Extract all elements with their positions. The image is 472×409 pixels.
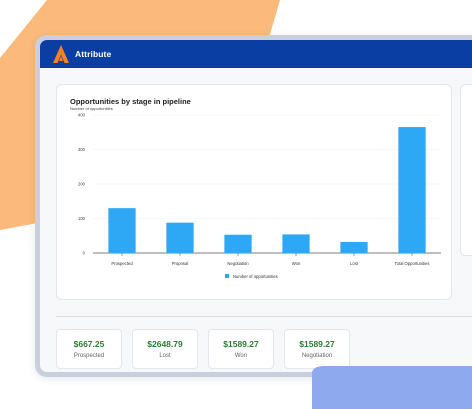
chart-card: Opportunities by stage in pipeline Numbe… — [56, 84, 452, 300]
kpi-card-prospected[interactable]: $667.25 Prospected — [56, 329, 122, 369]
app-window: Attribute Opportunities by stage in pipe… — [35, 35, 472, 377]
bar-chart: 0 100 200 300 400 Prospected Proposal Negotiati… — [78, 113, 441, 279]
chart-y-axis-label: Number of opportunities — [70, 106, 113, 111]
x-tick-label: Prospected — [111, 261, 133, 266]
y-tick-label: 100 — [78, 216, 86, 221]
title-bar: Attribute — [40, 40, 472, 68]
attribute-logo-icon — [53, 45, 69, 63]
kpi-label: Won — [234, 353, 248, 359]
bar — [166, 222, 194, 253]
legend-label: Number of opportunities — [233, 274, 278, 279]
kpi-value: $1589.27 — [299, 339, 335, 349]
kpi-label: Negotiation — [301, 353, 333, 359]
app-title: Attribute — [75, 49, 112, 59]
kpi-value: $667.25 — [73, 339, 105, 349]
x-tick-label: Negotiation — [227, 261, 249, 266]
bar — [282, 234, 310, 253]
kpi-card-won[interactable]: $1589.27 Won — [208, 329, 274, 369]
x-tick-label: Won — [292, 261, 301, 266]
kpi-label: Prospected — [73, 353, 105, 359]
kpi-card-negotiation[interactable]: $1589.27 Negotiation — [284, 329, 350, 369]
bar — [398, 127, 426, 253]
chart-title: Opportunities by stage in pipeline — [70, 97, 191, 106]
y-tick-label: 0 — [83, 251, 86, 256]
x-tick-label: Proposal — [172, 261, 189, 266]
kpi-value: $1589.27 — [223, 339, 259, 349]
bar — [340, 241, 368, 253]
section-divider — [56, 316, 472, 317]
bar — [108, 208, 136, 253]
kpi-value: $2648.79 — [147, 339, 183, 349]
x-tick-label: Lost — [350, 261, 359, 266]
bar — [224, 234, 252, 253]
legend-swatch — [225, 274, 229, 278]
x-tick-label: Total Opportunities — [395, 261, 430, 266]
kpi-label: Lost — [159, 353, 171, 359]
kpi-card-lost[interactable]: $2648.79 Lost — [132, 329, 198, 369]
side-summary-card: A P P N W L T — [460, 84, 472, 256]
y-tick-label: 300 — [78, 147, 86, 152]
y-tick-label: 400 — [78, 113, 86, 118]
y-tick-label: 200 — [78, 182, 86, 187]
